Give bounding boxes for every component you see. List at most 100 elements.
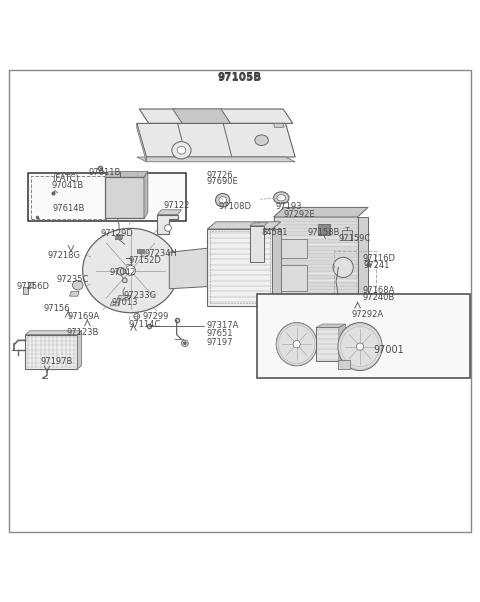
Text: 97241: 97241 bbox=[364, 261, 390, 270]
Ellipse shape bbox=[181, 340, 188, 346]
Text: 97123B: 97123B bbox=[66, 327, 98, 337]
Bar bbox=[318, 224, 330, 235]
Polygon shape bbox=[144, 172, 148, 219]
Text: 97651: 97651 bbox=[206, 329, 233, 338]
Text: 97611B: 97611B bbox=[88, 168, 121, 177]
Text: 97726: 97726 bbox=[206, 171, 233, 180]
Ellipse shape bbox=[83, 228, 179, 312]
Text: 97614B: 97614B bbox=[53, 204, 85, 213]
Text: 97218G: 97218G bbox=[47, 252, 80, 261]
Polygon shape bbox=[275, 238, 357, 243]
Ellipse shape bbox=[134, 314, 140, 319]
Polygon shape bbox=[275, 289, 357, 294]
Text: 97235C: 97235C bbox=[57, 275, 89, 284]
Polygon shape bbox=[173, 109, 230, 123]
Polygon shape bbox=[34, 210, 47, 214]
Polygon shape bbox=[316, 324, 346, 327]
Polygon shape bbox=[23, 282, 33, 294]
Ellipse shape bbox=[183, 342, 186, 345]
Polygon shape bbox=[139, 109, 293, 123]
Polygon shape bbox=[275, 296, 357, 301]
Ellipse shape bbox=[216, 193, 230, 207]
Ellipse shape bbox=[177, 146, 186, 154]
Polygon shape bbox=[275, 260, 357, 265]
Ellipse shape bbox=[356, 343, 364, 350]
Polygon shape bbox=[275, 246, 357, 250]
Polygon shape bbox=[275, 253, 357, 258]
Text: 97169A: 97169A bbox=[67, 312, 99, 321]
Text: 97197B: 97197B bbox=[41, 358, 73, 367]
Ellipse shape bbox=[122, 278, 127, 283]
Polygon shape bbox=[70, 291, 79, 296]
Ellipse shape bbox=[338, 323, 382, 371]
Text: 97292A: 97292A bbox=[352, 310, 384, 319]
Bar bbox=[278, 238, 307, 258]
Text: 97299: 97299 bbox=[142, 312, 168, 321]
Polygon shape bbox=[272, 229, 281, 306]
Text: 97041B: 97041B bbox=[52, 181, 84, 190]
Polygon shape bbox=[157, 214, 178, 234]
Polygon shape bbox=[275, 267, 357, 272]
Polygon shape bbox=[358, 217, 368, 306]
Polygon shape bbox=[279, 213, 287, 218]
Bar bbox=[207, 229, 272, 306]
Polygon shape bbox=[274, 208, 368, 217]
Polygon shape bbox=[38, 196, 48, 200]
Polygon shape bbox=[137, 123, 295, 157]
Bar bbox=[105, 177, 144, 219]
Polygon shape bbox=[34, 214, 39, 219]
Polygon shape bbox=[157, 210, 181, 214]
Polygon shape bbox=[77, 330, 82, 369]
Text: 97156: 97156 bbox=[43, 304, 70, 313]
Text: 97122: 97122 bbox=[163, 200, 190, 209]
Polygon shape bbox=[25, 330, 82, 335]
Bar bbox=[31, 176, 106, 219]
Ellipse shape bbox=[219, 197, 227, 204]
Bar bbox=[250, 226, 264, 262]
Ellipse shape bbox=[274, 192, 289, 204]
Bar bbox=[338, 359, 350, 369]
Bar bbox=[25, 335, 77, 369]
Ellipse shape bbox=[172, 141, 191, 159]
Polygon shape bbox=[115, 235, 123, 240]
Text: 97292E: 97292E bbox=[283, 210, 315, 219]
Polygon shape bbox=[275, 231, 357, 236]
Text: 97690E: 97690E bbox=[206, 176, 238, 185]
Polygon shape bbox=[250, 223, 268, 226]
Ellipse shape bbox=[126, 265, 135, 276]
Text: 84581: 84581 bbox=[262, 228, 288, 237]
Text: 97105B: 97105B bbox=[218, 72, 262, 82]
Text: (FATC): (FATC) bbox=[52, 174, 79, 183]
Text: 97108D: 97108D bbox=[218, 202, 252, 211]
Text: 97042: 97042 bbox=[109, 268, 136, 277]
Ellipse shape bbox=[367, 263, 371, 267]
Text: 97197: 97197 bbox=[206, 338, 233, 347]
Polygon shape bbox=[117, 295, 131, 300]
Ellipse shape bbox=[72, 281, 83, 290]
Bar bbox=[316, 327, 339, 361]
Polygon shape bbox=[275, 275, 357, 279]
Bar bbox=[28, 173, 186, 222]
Text: 97168A: 97168A bbox=[363, 286, 395, 295]
Bar bbox=[257, 294, 470, 378]
Ellipse shape bbox=[117, 267, 125, 275]
Text: 97114C: 97114C bbox=[129, 320, 161, 329]
Text: 97317A: 97317A bbox=[206, 320, 239, 329]
Polygon shape bbox=[275, 217, 357, 222]
Text: 97116D: 97116D bbox=[362, 254, 396, 263]
Polygon shape bbox=[36, 191, 53, 196]
Polygon shape bbox=[275, 224, 357, 229]
Polygon shape bbox=[275, 282, 357, 287]
Ellipse shape bbox=[165, 225, 171, 231]
Ellipse shape bbox=[333, 257, 353, 278]
Polygon shape bbox=[207, 222, 281, 229]
Polygon shape bbox=[137, 123, 146, 162]
Text: 97129D: 97129D bbox=[101, 229, 133, 238]
Polygon shape bbox=[274, 123, 284, 127]
Text: 97256D: 97256D bbox=[16, 282, 49, 291]
Text: 97105B: 97105B bbox=[218, 73, 262, 83]
Polygon shape bbox=[169, 248, 207, 289]
Bar bbox=[342, 230, 352, 240]
Bar bbox=[210, 231, 270, 303]
Text: 97233G: 97233G bbox=[124, 291, 157, 300]
